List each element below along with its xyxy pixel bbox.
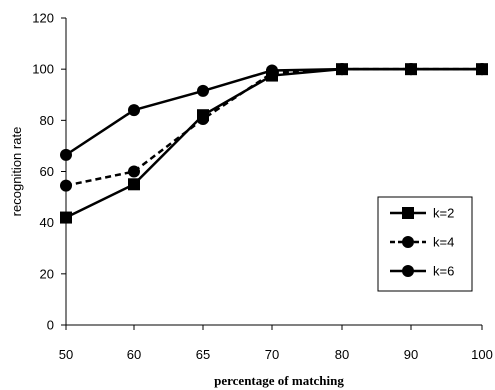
data-point: [60, 179, 72, 192]
x-axis-ticks: 50 60 65 70 80 90 100: [59, 325, 493, 362]
series-layer: [60, 63, 488, 224]
data-point: [60, 148, 72, 161]
series-line: [65, 67, 482, 219]
legend-swatch-marker: [402, 265, 414, 277]
y-axis-label: recognition rate: [9, 127, 24, 217]
y-tick-label: 0: [47, 318, 54, 333]
data-point: [197, 84, 209, 97]
x-tick-label: 80: [335, 347, 349, 362]
legend-label: k=2: [433, 206, 454, 221]
legend-swatch-marker: [402, 236, 414, 248]
y-tick-label: 100: [32, 62, 54, 77]
data-point: [336, 63, 348, 76]
legend-label: k=6: [433, 264, 454, 279]
data-point: [128, 104, 140, 117]
legend: k=2 k=4 k=6: [377, 196, 473, 292]
data-point: [128, 165, 140, 178]
legend-box: [377, 196, 473, 292]
data-point: [476, 63, 488, 76]
x-tick-label: 50: [59, 347, 73, 362]
x-tick-label: 90: [404, 347, 418, 362]
y-tick-label: 40: [40, 215, 54, 230]
series-line: [65, 67, 482, 187]
series-k=6: [60, 63, 488, 161]
legend-item: k=4: [390, 235, 454, 250]
data-point: [128, 178, 140, 191]
y-tick-label: 120: [32, 11, 54, 26]
x-tick-label: 60: [127, 347, 141, 362]
data-point: [405, 63, 417, 76]
y-tick-label: 60: [40, 164, 54, 179]
y-axis-ticks: 0 20 40 60 80 100 120: [32, 11, 66, 333]
series-k=4: [60, 63, 488, 192]
legend-label: k=4: [433, 235, 454, 250]
legend-item: k=6: [390, 264, 454, 279]
x-tick-label: 100: [471, 347, 493, 362]
x-axis-label: percentage of matching: [214, 373, 344, 388]
legend-swatch-marker: [402, 207, 414, 219]
legend-item: k=2: [390, 206, 454, 221]
data-point: [60, 211, 72, 224]
y-tick-label: 80: [40, 113, 54, 128]
data-point: [197, 113, 209, 126]
y-tick-label: 20: [40, 266, 54, 281]
data-point: [266, 64, 278, 77]
x-tick-label: 70: [265, 347, 279, 362]
x-tick-label: 65: [196, 347, 210, 362]
